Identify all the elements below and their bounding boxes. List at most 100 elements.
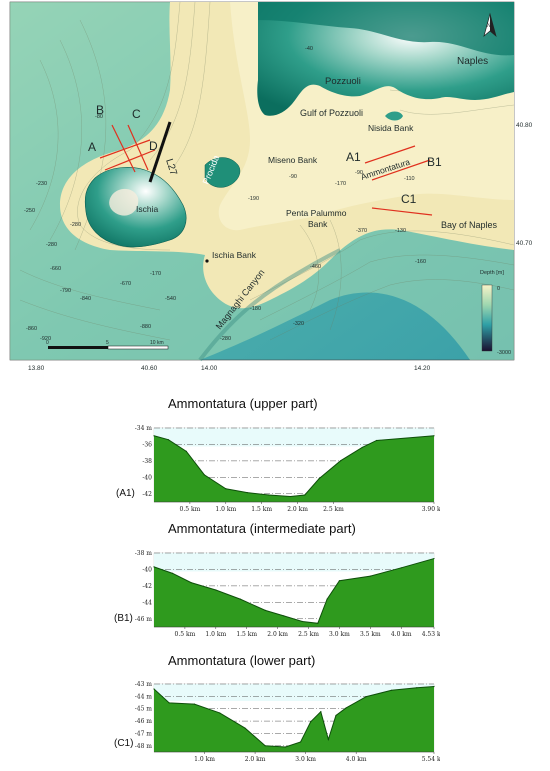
lat-tick: 40.80 bbox=[516, 122, 533, 129]
profile-point bbox=[375, 439, 378, 442]
section-line-c bbox=[127, 124, 149, 171]
x-tick-label: 2.5 km bbox=[323, 506, 344, 513]
depth-label: -920 bbox=[40, 336, 51, 342]
depth-label: -110 bbox=[404, 176, 415, 182]
profile-point bbox=[338, 580, 341, 582]
section-line-d bbox=[104, 149, 156, 171]
scale-zero: 0 bbox=[46, 340, 49, 346]
section-line-c1 bbox=[371, 207, 433, 216]
bathymetric-map: Naples Pozzuoli Gulf of Pozzuoli Nisida … bbox=[0, 0, 550, 372]
profile-point bbox=[203, 474, 205, 476]
x-tick-label: 4.0 km bbox=[346, 756, 367, 763]
section-label-c1: C1 bbox=[401, 192, 417, 206]
x-tick-label: 4.53 km bbox=[422, 631, 440, 638]
profile-a1-title: Ammontatura (upper part) bbox=[168, 396, 318, 411]
profile-point bbox=[244, 727, 246, 729]
water-band bbox=[154, 553, 434, 572]
label-bay-naples: Bay of Naples bbox=[441, 220, 498, 230]
profile-point bbox=[365, 695, 367, 698]
epomeo-summit bbox=[109, 188, 139, 216]
depth-labels: -230 -250 -280 -280 -660 -790 -840 -860-920 -670… bbox=[24, 46, 426, 342]
depth-label: -670 bbox=[120, 281, 131, 287]
y-tick-label: -40 bbox=[142, 566, 152, 573]
x-tick-label: 3.90 km bbox=[422, 506, 440, 513]
profile-b1-title: Ammontatura (intermediate part) bbox=[168, 521, 356, 536]
profile-point bbox=[361, 446, 363, 449]
depth-label: -170 bbox=[150, 271, 161, 277]
x-tick-label: 1.5 km bbox=[236, 631, 257, 638]
scale-bar: 0 5 10 km bbox=[46, 340, 169, 350]
lon-tick: 13.80 bbox=[28, 365, 45, 372]
x-tick-label: 1.5 km bbox=[251, 506, 272, 513]
profile-point bbox=[400, 567, 402, 569]
profile-point bbox=[345, 707, 347, 709]
y-tick-label: -45 m bbox=[135, 706, 153, 713]
y-tick-label: -46 m bbox=[135, 616, 153, 623]
depth-label: -460 bbox=[310, 264, 321, 270]
profile-point bbox=[283, 615, 285, 617]
y-tick-label: -38 bbox=[142, 458, 152, 465]
y-tick-label: -44 m bbox=[135, 693, 153, 700]
x-tick-label: 0.5 km bbox=[175, 631, 196, 638]
x-tick-label: 2.5 km bbox=[298, 631, 319, 638]
profile-point bbox=[219, 712, 221, 714]
profile-point bbox=[215, 589, 217, 591]
x-tick-label: 1.0 km bbox=[205, 631, 226, 638]
x-tick-label: 4.0 km bbox=[391, 631, 412, 638]
section-label-l27: L27 bbox=[163, 158, 179, 178]
depth-label: -230 bbox=[36, 181, 47, 187]
y-tick-label: -38 m bbox=[135, 550, 153, 557]
depth-label: -660 bbox=[50, 266, 61, 272]
profile-point bbox=[340, 460, 342, 462]
depth-label: -180 bbox=[250, 306, 261, 312]
profile-point bbox=[326, 598, 328, 600]
section-line-a1 bbox=[364, 145, 416, 164]
profile-point bbox=[317, 622, 319, 624]
x-tick-label: 1.0 km bbox=[215, 506, 236, 513]
svg-text:N: N bbox=[487, 23, 491, 29]
profile-c1-chart: -43 m -44 m -45 m -46 m -47 m -48 m 1.0 km 2.0 … bbox=[135, 681, 440, 763]
legend-title: Depth [m] bbox=[480, 270, 504, 276]
depth-label: -540 bbox=[165, 296, 176, 302]
depth-label: -190 bbox=[248, 196, 259, 202]
water-band bbox=[154, 428, 434, 447]
depth-label: -840 bbox=[80, 296, 91, 302]
label-penta-palummo: Penta Palummo bbox=[286, 208, 347, 218]
x-tick-label: 1.0 km bbox=[194, 756, 215, 763]
nisida-islet bbox=[385, 111, 403, 121]
y-tick-label: -46 m bbox=[135, 718, 153, 725]
depth-label: -280 bbox=[70, 222, 81, 228]
seabed-profile-line bbox=[153, 435, 435, 498]
legend-colorbar bbox=[481, 284, 493, 352]
depth-label: -80 bbox=[95, 114, 103, 120]
profile-point bbox=[167, 439, 169, 441]
profile-point bbox=[268, 494, 270, 496]
label-miseno-bank: Miseno Bank bbox=[268, 155, 318, 165]
water-band bbox=[154, 684, 434, 701]
profile-b1-chart: -38 m -40 -42 -44 -46 m 0.5 km 1.0 km 1.5 km 2.0… bbox=[135, 550, 440, 638]
seabed-area bbox=[154, 435, 434, 502]
depth-label: -320 bbox=[293, 321, 304, 327]
scale-end: 10 km bbox=[150, 340, 164, 346]
section-lines-ischia bbox=[99, 124, 156, 173]
label-ischia-bank: Ischia Bank bbox=[212, 250, 257, 260]
profile-point bbox=[433, 557, 435, 560]
legend-min: -3000 bbox=[497, 350, 511, 356]
profile-point bbox=[284, 746, 287, 748]
profile-point bbox=[185, 450, 187, 452]
y-tick-label: -44 bbox=[142, 599, 152, 606]
lon-tick: 14.00 bbox=[201, 365, 218, 372]
depth-label: -280 bbox=[46, 242, 57, 248]
seabed-profile-line bbox=[153, 558, 435, 624]
profile-point bbox=[327, 738, 329, 741]
profile-point bbox=[433, 685, 435, 688]
profile-point bbox=[310, 721, 312, 723]
lon-tick: 14.20 bbox=[414, 365, 431, 372]
section-label-b1: B1 bbox=[427, 155, 442, 169]
procida-island bbox=[204, 157, 241, 188]
y-tick-label: -42 bbox=[142, 583, 152, 590]
section-label-a1: A1 bbox=[346, 150, 361, 164]
profile-point bbox=[320, 711, 322, 713]
profile-point bbox=[193, 703, 196, 705]
x-tick-label: 3.0 km bbox=[295, 756, 316, 763]
